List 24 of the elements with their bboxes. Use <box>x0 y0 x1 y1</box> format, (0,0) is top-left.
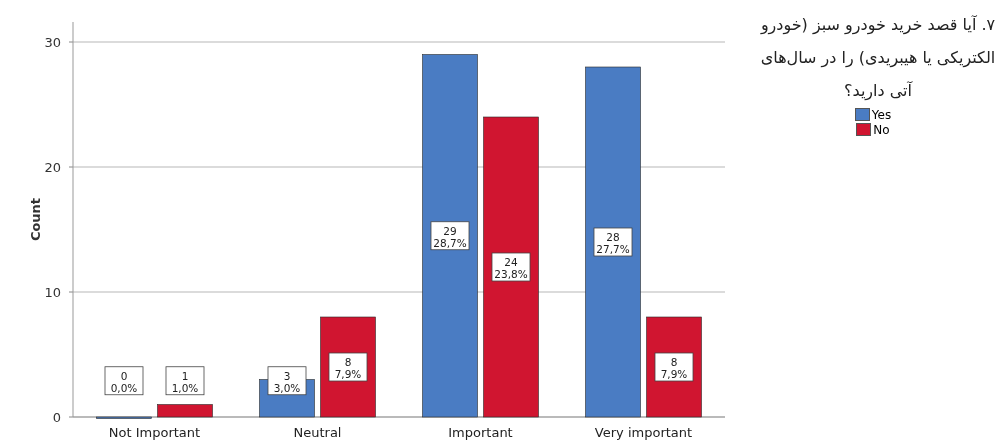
x-tick-label: Very important <box>594 425 693 440</box>
bar <box>157 404 213 418</box>
legend-label: Yes <box>871 107 892 122</box>
legend-label: No <box>873 122 890 137</box>
bar <box>422 54 478 418</box>
data-label: 8 7,9% <box>660 356 688 380</box>
x-tick-label: Not Important <box>108 425 201 440</box>
bar <box>483 116 539 418</box>
data-label: 3 3,0% <box>273 369 301 394</box>
y-tick-label: 30 <box>44 35 61 50</box>
y-tick-label: 0 <box>52 410 61 425</box>
legend-title: ۷. آیا قصد خرید خودرو سبز (خودرو الکتریکی یا هیبریدی) را در سال‌های آتی دارید؟ <box>759 14 997 103</box>
data-label: 29 28,7% <box>433 224 467 249</box>
y-tick-label: 20 <box>44 160 61 175</box>
data-label: 8 7,9% <box>334 356 362 380</box>
x-tick-label: Neutral <box>293 425 342 440</box>
data-label: 0 0,0% <box>110 369 138 394</box>
y-tick-label: 10 <box>44 285 61 300</box>
data-label: 28 27,7% <box>596 231 630 255</box>
data-label: 24 23,8% <box>494 256 528 280</box>
bar <box>585 66 641 418</box>
y-axis-title: Count <box>28 197 43 242</box>
x-tick-label: Important <box>448 425 513 440</box>
data-label: 1 1,0% <box>171 369 199 394</box>
